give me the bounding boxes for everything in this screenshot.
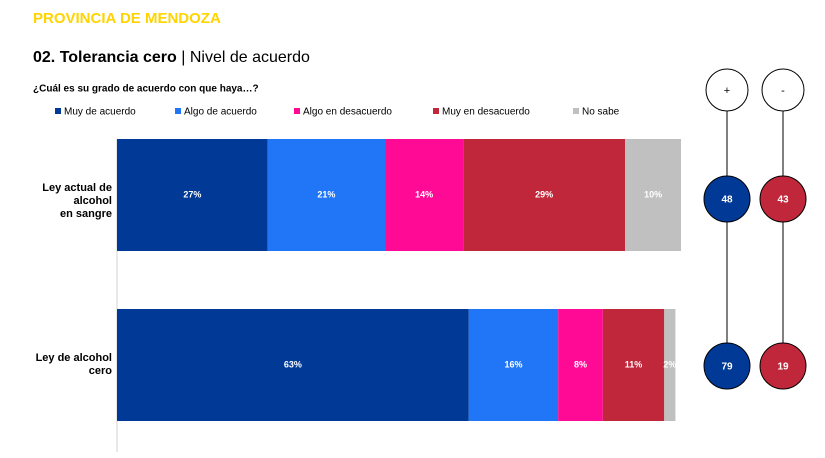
value-label: 11% xyxy=(625,359,643,369)
title-rest: | Nivel de acuerdo xyxy=(181,49,310,66)
value-label: 21% xyxy=(317,189,335,199)
value-label: 63% xyxy=(284,359,302,369)
legend-label: Muy de acuerdo xyxy=(64,107,136,118)
bar-segment xyxy=(463,139,626,251)
legend-swatch xyxy=(294,108,300,114)
summary-header: - xyxy=(781,85,785,97)
bar-segment xyxy=(385,139,464,251)
summary-circle xyxy=(759,175,807,223)
legend-swatch xyxy=(175,108,181,114)
value-label: 14% xyxy=(415,189,433,199)
bar-segment xyxy=(664,309,676,421)
bar-segment xyxy=(117,309,469,421)
bar-segment xyxy=(117,139,268,251)
legend-swatch xyxy=(573,108,579,114)
header-circle xyxy=(761,68,805,112)
summary-circle xyxy=(703,175,751,223)
category-label: Ley actual de alcohol en sangre xyxy=(42,182,112,220)
value-label: 27% xyxy=(183,189,201,199)
summary-value: 19 xyxy=(777,362,789,373)
summary-header: + xyxy=(724,85,730,97)
category-label: Ley de alcohol cero xyxy=(35,352,112,377)
title: 02. Tolerancia cero | Nivel de acuerdo xyxy=(33,49,310,66)
value-label: 8% xyxy=(574,359,587,369)
bar-segment xyxy=(602,309,665,421)
title-bold: 02. Tolerancia cero xyxy=(33,49,177,66)
bar-segment xyxy=(267,139,386,251)
legend-label: No sabe xyxy=(582,107,620,118)
header-circle xyxy=(705,68,749,112)
legend-swatch xyxy=(433,108,439,114)
subtitle: ¿Cuál es su grado de acuerdo con que hay… xyxy=(33,84,259,95)
value-label: 2% xyxy=(663,359,676,369)
summary-value: 79 xyxy=(721,362,733,373)
value-label: 16% xyxy=(504,359,522,369)
bar-segment xyxy=(468,309,559,421)
bar-segment xyxy=(558,309,603,421)
summary-circle xyxy=(703,342,751,390)
value-label: 10% xyxy=(644,189,662,199)
bar-segment xyxy=(625,139,681,251)
legend-swatch xyxy=(55,108,61,114)
header: PROVINCIA DE MENDOZA xyxy=(33,10,221,27)
summary-value: 43 xyxy=(777,195,789,206)
summary-circle xyxy=(759,342,807,390)
legend-label: Algo de acuerdo xyxy=(184,107,257,118)
value-label: 29% xyxy=(535,189,553,199)
summary-value: 48 xyxy=(721,195,733,206)
legend-label: Algo en desacuerdo xyxy=(303,107,392,118)
legend-label: Muy en desacuerdo xyxy=(442,107,530,118)
